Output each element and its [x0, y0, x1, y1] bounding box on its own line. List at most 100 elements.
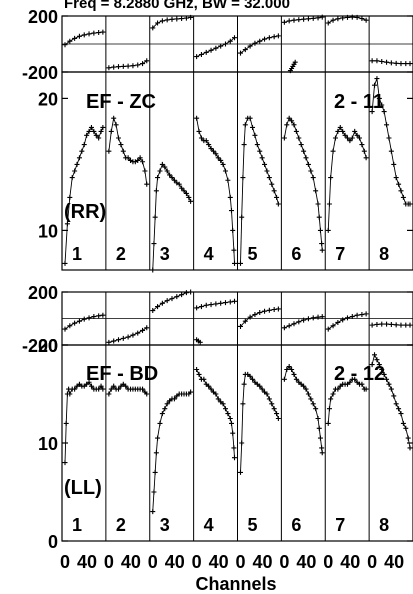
data-trace — [371, 85, 375, 112]
data-point — [396, 406, 402, 412]
data-trace — [329, 177, 332, 205]
x-tick-label: 40 — [165, 552, 185, 572]
data-point — [115, 386, 121, 392]
data-point — [257, 148, 263, 154]
baseline-label: EF - BD — [86, 363, 158, 385]
data-point — [144, 391, 150, 397]
data-point — [335, 128, 341, 134]
channel-number: 6 — [291, 515, 301, 535]
data-point — [86, 379, 92, 385]
data-trace — [153, 217, 156, 244]
channel-number: 1 — [72, 515, 82, 535]
data-point — [222, 406, 228, 412]
data-point — [201, 376, 207, 382]
data-trace — [241, 177, 244, 218]
data-point — [247, 314, 253, 320]
data-point — [396, 181, 402, 187]
data-point — [203, 49, 209, 55]
data-point — [169, 175, 175, 181]
data-point — [232, 455, 237, 461]
data-point — [210, 148, 216, 154]
phase-panel-ef-zc: 200 -200 — [22, 7, 413, 83]
data-trace — [240, 49, 246, 54]
data-point — [167, 172, 173, 178]
data-trace — [240, 217, 243, 264]
data-trace — [64, 40, 71, 46]
data-point — [252, 312, 258, 318]
data-point — [292, 59, 298, 65]
data-point — [115, 135, 121, 141]
data-trace — [153, 472, 156, 493]
data-point — [301, 148, 307, 154]
data-point — [352, 128, 358, 134]
data-point — [289, 118, 295, 124]
data-point — [319, 314, 325, 320]
data-point — [79, 148, 85, 154]
data-trace — [327, 325, 334, 330]
data-trace — [154, 452, 157, 473]
data-point — [123, 383, 129, 389]
y-tick-label: 10 — [38, 221, 58, 241]
data-point — [125, 155, 131, 161]
data-point — [186, 194, 192, 200]
y-tick-label: 20 — [38, 89, 58, 109]
x-tick-label: 40 — [384, 552, 404, 572]
data-point — [344, 135, 350, 141]
data-trace — [152, 306, 158, 311]
data-point — [335, 386, 341, 392]
data-point — [125, 334, 131, 340]
data-point — [363, 311, 369, 317]
data-trace — [152, 22, 158, 29]
y-tick-label: 20 — [38, 336, 58, 356]
channel-number: 8 — [379, 515, 389, 535]
data-point — [159, 411, 165, 417]
data-trace — [232, 230, 235, 251]
data-point — [407, 201, 413, 207]
channel-number: 6 — [291, 244, 301, 264]
data-trace — [65, 393, 68, 424]
data-point — [376, 95, 382, 101]
data-point — [407, 61, 413, 67]
data-point — [319, 14, 325, 20]
data-point — [291, 321, 297, 327]
data-point — [232, 298, 237, 304]
data-point — [257, 383, 263, 389]
y-tick-label: 10 — [38, 434, 58, 454]
data-trace — [240, 320, 246, 327]
data-point — [319, 247, 325, 253]
data-point — [100, 124, 106, 130]
data-point — [275, 416, 281, 421]
data-point — [257, 38, 263, 44]
data-point — [407, 445, 413, 451]
data-point — [188, 14, 194, 20]
data-point — [179, 292, 185, 298]
x-tick-label: 0 — [104, 552, 114, 572]
data-trace — [243, 124, 246, 145]
polarization-label: (RR) — [64, 201, 106, 223]
x-tick-label: 0 — [367, 552, 377, 572]
data-point — [179, 185, 185, 191]
data-point — [144, 58, 150, 64]
channel-number: 4 — [204, 244, 214, 264]
data-point — [291, 122, 297, 128]
data-point — [310, 401, 316, 407]
x-tick-label: 40 — [121, 552, 141, 572]
data-point — [352, 376, 358, 382]
data-point — [274, 411, 280, 417]
channel-number: 5 — [248, 244, 258, 264]
polarization-label: (LL) — [64, 477, 102, 499]
data-trace — [108, 131, 112, 152]
channel-number: 5 — [248, 515, 258, 535]
data-trace — [330, 151, 334, 178]
data-point — [220, 161, 226, 167]
data-point — [301, 383, 307, 389]
data-trace — [152, 243, 155, 271]
x-tick-label: 40 — [77, 552, 97, 572]
channel-number: 2 — [116, 244, 126, 264]
channel-number: 4 — [204, 515, 214, 535]
x-tick-label: 0 — [60, 552, 70, 572]
channel-number: 3 — [160, 244, 170, 264]
data-point — [67, 391, 73, 397]
data-trace — [66, 197, 71, 224]
